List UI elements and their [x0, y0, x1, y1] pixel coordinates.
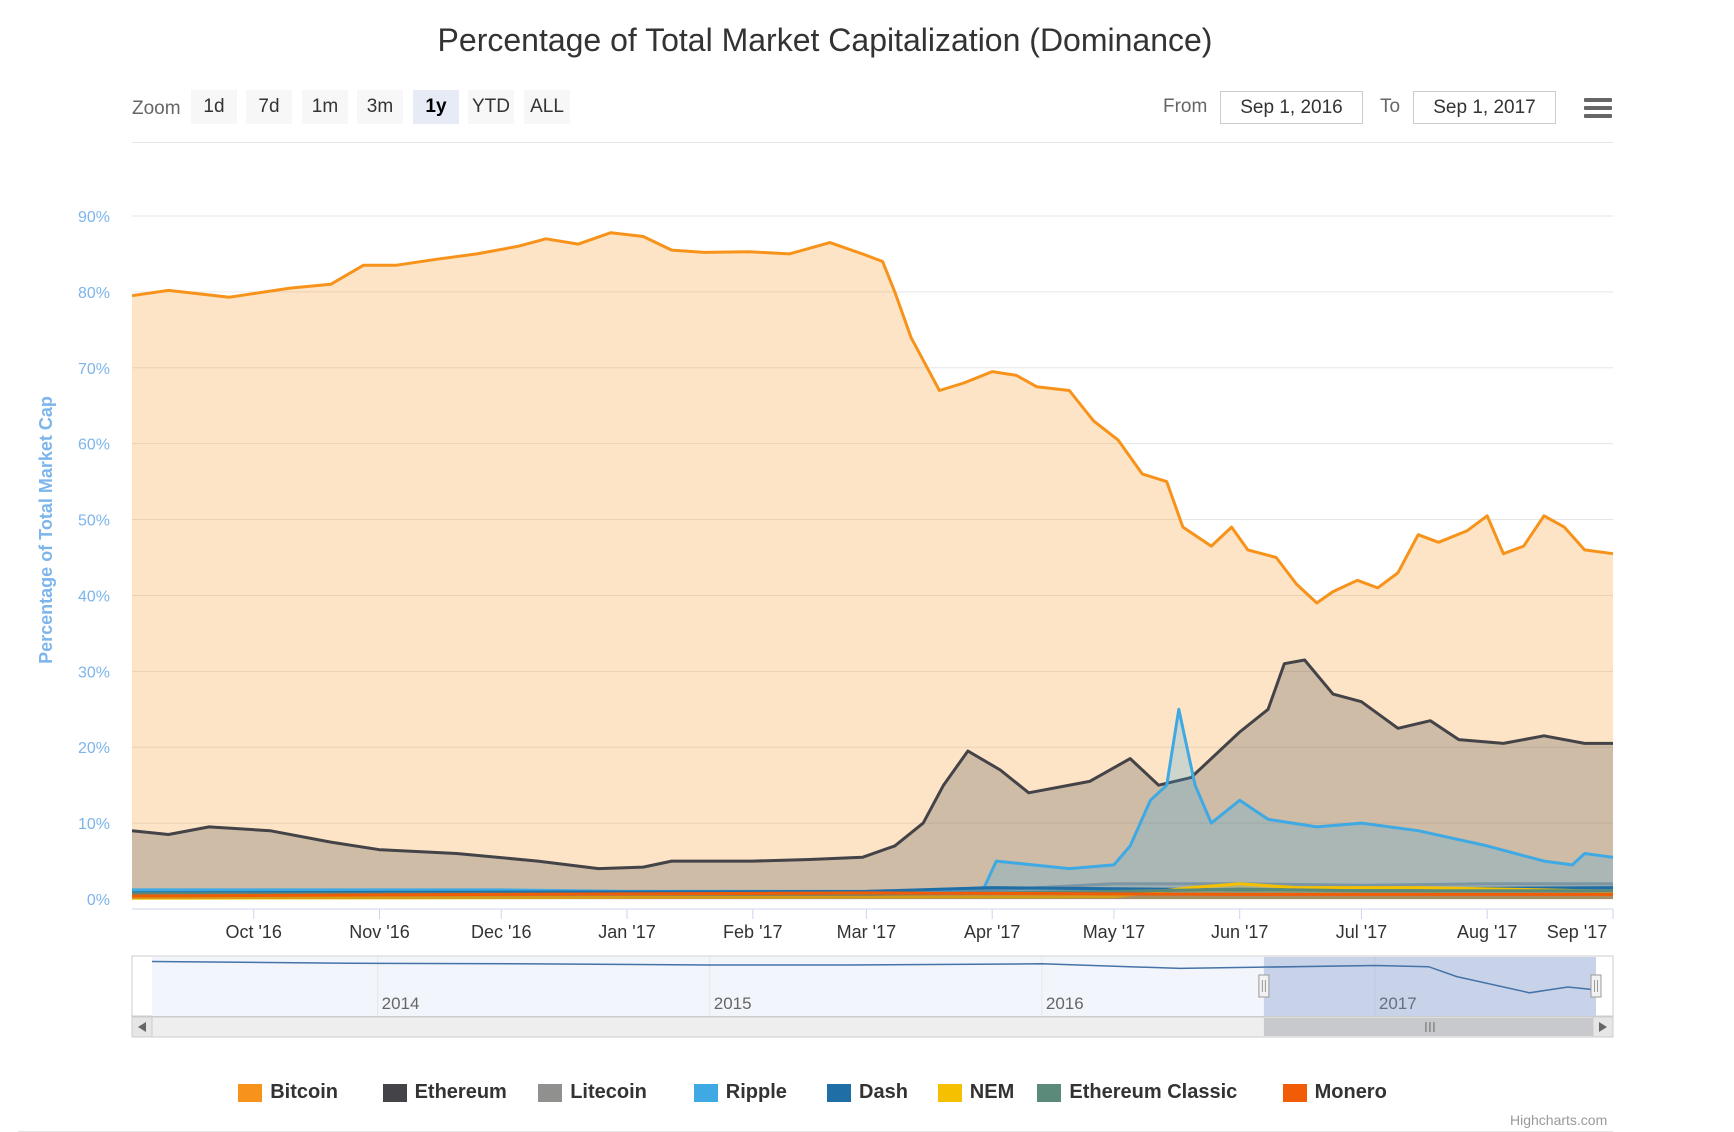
x-tick-label: Dec '16: [471, 922, 531, 942]
y-tick-label: 20%: [78, 740, 110, 757]
legend-swatch: [382, 1084, 407, 1102]
x-tick-label: Sep '17: [1547, 922, 1608, 942]
legend-swatch: [693, 1084, 718, 1102]
x-tick-label: Mar '17: [837, 922, 896, 942]
legend-swatch: [238, 1084, 263, 1102]
legend: Bitcoin Ethereum Litecoin Ripple Dash NEM Ethe…: [0, 1080, 1734, 1108]
series-monero[interactable]: [131, 891, 1613, 899]
zoom-ytd-button[interactable]: YTD: [468, 90, 514, 124]
chart-canvas: 0% 10% 20% 30% 40% 50% 60% 70% 80% 90% Oct '16 Nov…: [36, 209, 1614, 1038]
y-tick-label: 40%: [78, 588, 110, 605]
toolbar-separator: [132, 142, 1613, 143]
series-line: [131, 886, 1614, 895]
y-tick-label: 10%: [78, 816, 110, 833]
legend-label: Ethereum: [414, 1081, 507, 1103]
y-axis-label: Percentage of Total Market Cap: [36, 396, 56, 664]
series-area-fill: [132, 660, 1613, 899]
legend-swatch: [827, 1084, 851, 1102]
legend-label: Litecoin: [570, 1081, 647, 1103]
zoom-label: Zoom: [132, 98, 181, 119]
navigator-right-handle[interactable]: [1590, 974, 1602, 998]
series-bitcoin[interactable]: [131, 231, 1614, 899]
credits-link[interactable]: Highcharts.com: [1510, 1112, 1608, 1128]
legend-label: Monero: [1314, 1081, 1387, 1103]
legend-label: NEM: [969, 1081, 1015, 1103]
chart-title: Percentage of Total Market Capitalizatio…: [437, 22, 1213, 58]
legend-swatch: [1037, 1084, 1062, 1102]
grid-lines: [132, 215, 1613, 910]
from-label: From: [1163, 96, 1208, 117]
hamburger-menu-icon[interactable]: [1584, 98, 1612, 120]
zoom-1m-button[interactable]: 1m: [302, 90, 348, 124]
series-line: [131, 231, 1614, 605]
series-area-fill: [132, 709, 1613, 899]
zoom-3m-button[interactable]: 3m: [357, 90, 403, 124]
legend-swatch: [538, 1084, 563, 1102]
y-tick-label: 30%: [78, 664, 110, 681]
x-tick-label: Jan '17: [598, 922, 655, 942]
legend-label: Dash: [859, 1081, 908, 1103]
series-line: [131, 891, 1613, 898]
zoom-1y-button[interactable]: 1y: [413, 90, 459, 124]
scroll-left-arrow-icon[interactable]: [131, 1016, 153, 1038]
x-tick-label: Oct '16: [225, 922, 281, 942]
from-date-input[interactable]: [1220, 91, 1363, 124]
zoom-all-button[interactable]: ALL: [524, 90, 570, 124]
y-tick-label: 0%: [87, 892, 110, 909]
navigator-year-label: 2017: [1379, 994, 1417, 1013]
series-area-fill: [132, 232, 1613, 899]
legend-label: Bitcoin: [270, 1081, 338, 1103]
y-tick-label: 60%: [78, 437, 110, 454]
legend-label: Ethereum Classic: [1069, 1081, 1238, 1103]
navigator-year-label: 2014: [382, 994, 420, 1013]
navigator-year-label: 2016: [1046, 994, 1084, 1013]
navigator-year-label: 2015: [714, 994, 752, 1013]
x-tick-label: Jun '17: [1211, 922, 1268, 942]
legend-swatch: [1282, 1084, 1307, 1102]
x-axis-ticks: Oct '16 Nov '16 Dec '16 Jan '17 Feb '17 Mar '…: [225, 909, 1614, 942]
series-areas: [131, 231, 1614, 900]
x-tick-label: Nov '16: [349, 922, 409, 942]
y-tick-label: 90%: [78, 209, 110, 226]
series-ethereum[interactable]: [131, 658, 1613, 899]
zoom-7d-button[interactable]: 7d: [246, 90, 292, 124]
zoom-1d-button[interactable]: 1d: [191, 90, 237, 124]
navigator-series-line: [151, 960, 1597, 994]
x-tick-label: May '17: [1083, 922, 1145, 942]
y-tick-label: 70%: [78, 361, 110, 378]
y-tick-label: 80%: [78, 285, 110, 302]
y-axis-ticks: 0% 10% 20% 30% 40% 50% 60% 70% 80% 90%: [78, 209, 110, 909]
to-label: To: [1380, 96, 1401, 117]
to-date-input[interactable]: [1413, 91, 1556, 124]
legend-label: Ripple: [725, 1081, 787, 1103]
navigator-left-handle[interactable]: [1258, 974, 1270, 998]
navigator: 2014 2015 2016 2017: [131, 955, 1614, 1038]
scrollbar-thumb[interactable]: [1263, 1018, 1596, 1036]
x-tick-label: Aug '17: [1457, 922, 1518, 942]
x-tick-label: Apr '17: [964, 922, 1020, 942]
scroll-right-arrow-icon[interactable]: [1592, 1016, 1614, 1038]
series-area-fill: [132, 889, 1613, 899]
y-tick-label: 50%: [78, 513, 110, 530]
x-tick-label: Feb '17: [723, 922, 782, 942]
series-line: [131, 658, 1613, 871]
navigator-background: [152, 957, 1596, 1016]
x-tick-label: Jul '17: [1336, 922, 1387, 942]
legend-swatch: [937, 1084, 962, 1102]
